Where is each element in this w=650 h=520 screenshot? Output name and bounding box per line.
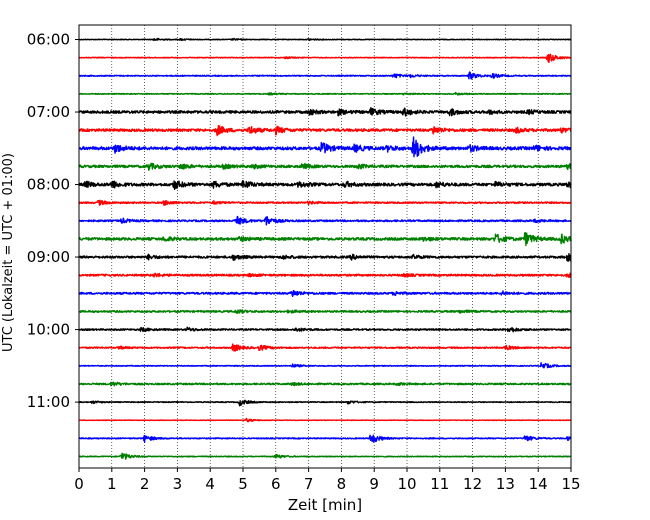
- trace-11:30: [78, 434, 572, 443]
- x-tick-label: 6: [271, 475, 281, 493]
- trace-10:15: [78, 343, 572, 352]
- trace-07:45: [78, 162, 572, 171]
- x-tick-label: 12: [463, 475, 482, 493]
- trace-08:30: [78, 215, 572, 226]
- plot-frame: [78, 24, 572, 469]
- x-tick-label: 0: [74, 475, 84, 493]
- trace-08:00: [78, 180, 572, 191]
- y-axis-ticks: 06:00 07:00 08:00 09:00 10:00 11:00: [27, 31, 79, 411]
- vertical-gridlines: [111, 25, 539, 468]
- seismogram-traces: [78, 37, 572, 460]
- x-tick-label: 4: [205, 475, 215, 493]
- y-tick-label: 06:00: [27, 31, 70, 49]
- trace-11:15: [78, 417, 572, 423]
- trace-06:45: [78, 91, 572, 96]
- y-tick-label: 11:00: [27, 393, 70, 411]
- trace-10:45: [78, 381, 572, 387]
- x-tick-label: 15: [561, 475, 580, 493]
- trace-10:00: [78, 326, 572, 333]
- trace-11:45: [78, 452, 572, 460]
- trace-06:30: [78, 71, 572, 80]
- x-tick-label: 14: [529, 475, 548, 493]
- x-tick-label: 9: [369, 475, 379, 493]
- trace-10:30: [78, 362, 572, 369]
- y-tick-label: 10:00: [27, 321, 70, 339]
- y-tick-label: 08:00: [27, 176, 70, 194]
- trace-07:00: [78, 107, 572, 117]
- trace-08:45: [78, 232, 572, 247]
- x-tick-label: 13: [496, 475, 515, 493]
- x-tick-label: 2: [140, 475, 150, 493]
- trace-06:15: [78, 53, 572, 64]
- trace-06:00: [78, 37, 572, 42]
- y-tick-label: 09:00: [27, 248, 70, 266]
- y-tick-label: 07:00: [27, 103, 70, 121]
- y-axis-label: UTC (Lokalzeit = UTC + 01:00): [1, 153, 16, 352]
- trace-11:00: [78, 399, 572, 407]
- x-axis-ticks: 0 1 2 3 4 5 6 7 8 9 10 11 12 13 14 15: [74, 468, 581, 493]
- trace-07:30: [78, 136, 572, 158]
- trace-09:45: [78, 309, 572, 314]
- trace-07:15: [78, 124, 572, 137]
- x-tick-label: 11: [430, 475, 449, 493]
- x-tick-label: 10: [397, 475, 416, 493]
- x-axis-label: Zeit [min]: [288, 496, 362, 514]
- x-tick-label: 1: [107, 475, 117, 493]
- trace-09:00: [78, 253, 572, 262]
- x-tick-label: 3: [173, 475, 183, 493]
- x-tick-label: 5: [238, 475, 248, 493]
- trace-09:15: [78, 272, 572, 279]
- trace-08:15: [78, 199, 572, 206]
- trace-09:30: [78, 289, 572, 298]
- x-tick-label: 7: [304, 475, 314, 493]
- x-tick-label: 8: [337, 475, 347, 493]
